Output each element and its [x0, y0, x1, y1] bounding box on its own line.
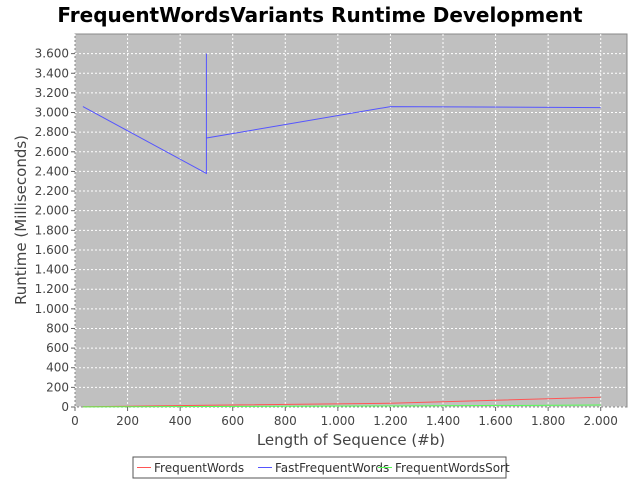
y-tick-label: 3.600: [35, 47, 69, 61]
x-tick-label: 200: [116, 414, 139, 428]
legend: [132, 456, 507, 479]
y-tick-label: 800: [46, 321, 69, 335]
y-tick-label: 3.000: [35, 106, 69, 120]
y-tick-label: 1.000: [35, 302, 69, 316]
series-line-fastfrequentwords: [82, 53, 601, 175]
y-tick-label: 2.400: [35, 164, 69, 178]
x-tick-label: 1.600: [478, 414, 512, 428]
y-tick-label: 0: [61, 400, 69, 414]
plot-area: [74, 33, 628, 408]
legend-label: FastFrequentWords: [275, 461, 389, 475]
y-tick-label: 1.400: [35, 263, 69, 277]
x-tick-label: 0: [71, 414, 79, 428]
x-tick-label: 2.000: [584, 414, 618, 428]
x-tick-label: 400: [169, 414, 192, 428]
grid: [74, 34, 627, 408]
x-tick-label: 800: [274, 414, 297, 428]
y-tick-label: 3.200: [35, 86, 69, 100]
y-tick-label: 3.400: [35, 66, 69, 80]
x-axis-ticks: 0 200 400 600 800 1.000 1.200 1.400 1.600 1.800 2.…: [71, 407, 618, 428]
y-axis-label: Runtime (Milliseconds): [12, 135, 30, 305]
y-tick-label: 1.800: [35, 223, 69, 237]
x-tick-label: 1.400: [426, 414, 460, 428]
y-tick-label: 200: [46, 380, 69, 394]
series-line-frequentwordssort: [82, 404, 601, 408]
y-tick-label: 2.600: [35, 145, 69, 159]
x-tick-label: 1.000: [321, 414, 355, 428]
y-tick-label: 1.200: [35, 282, 69, 296]
y-tick-label: 2.000: [35, 204, 69, 218]
x-tick-label: 1.800: [531, 414, 565, 428]
legend-label: FrequentWordsSort: [395, 461, 510, 475]
y-tick-label: 2.800: [35, 125, 69, 139]
x-tick-label: 600: [221, 414, 244, 428]
chart-title: FrequentWordsVariants Runtime Developmen…: [57, 3, 583, 27]
y-tick-label: 2.200: [35, 184, 69, 198]
x-axis-label: Length of Sequence (#b): [257, 431, 445, 449]
y-tick-label: 1.600: [35, 243, 69, 257]
series-lines: [82, 53, 601, 408]
series-line-frequentwords: [82, 396, 601, 408]
y-axis-ticks: 0 200 400 600 800 1.000 1.200 1.400 1.600 1.800 2.…: [35, 47, 75, 414]
legend-label: FrequentWords: [154, 461, 244, 475]
y-tick-label: 400: [46, 361, 69, 375]
legend-items: FrequentWords FastFrequentWords FrequentWo…: [137, 461, 510, 475]
y-tick-label: 600: [46, 341, 69, 355]
x-tick-label: 1.200: [373, 414, 407, 428]
